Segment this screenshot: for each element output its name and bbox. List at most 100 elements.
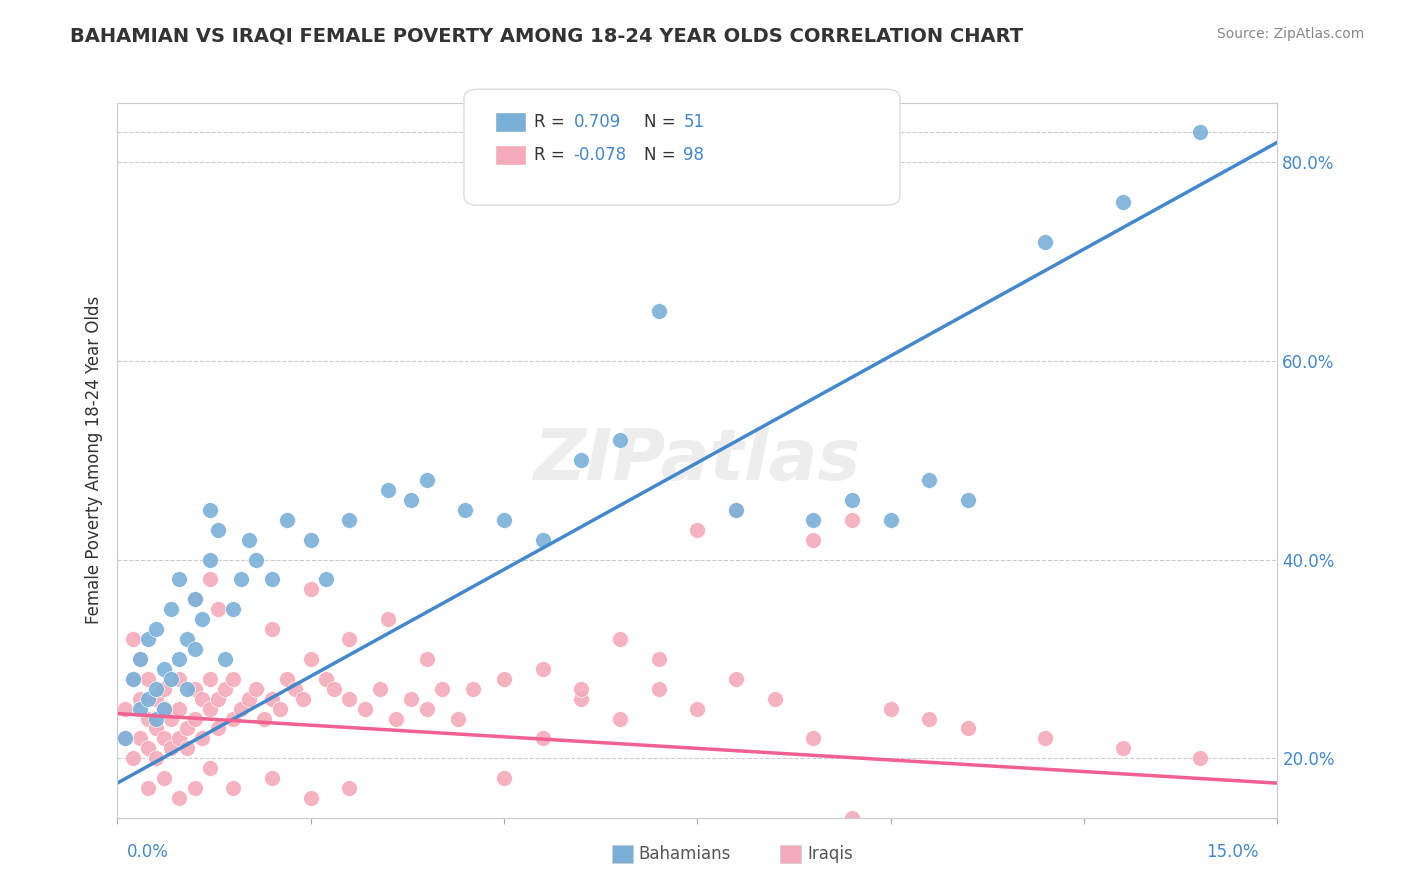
Point [879,701,901,715]
Point [152,662,174,676]
Point [1112,741,1135,756]
Point [191,612,214,626]
Point [136,781,159,796]
Point [167,652,190,666]
Point [222,672,245,686]
Text: ZIPatlas: ZIPatlas [534,425,860,495]
Point [198,672,221,686]
Point [253,712,276,726]
Point [121,751,143,765]
Text: R =: R = [534,113,571,131]
Point [176,632,198,646]
Point [492,771,515,785]
Point [879,513,901,527]
Point [136,741,159,756]
Point [1033,235,1056,249]
Point [207,523,229,537]
Point [198,552,221,566]
Point [337,691,360,706]
Point [245,681,267,696]
Point [114,701,136,715]
Point [136,672,159,686]
Point [222,602,245,616]
Y-axis label: Female Poverty Among 18-24 Year Olds: Female Poverty Among 18-24 Year Olds [86,296,103,624]
Point [245,552,267,566]
Point [609,712,631,726]
Text: R =: R = [534,146,571,164]
Point [260,691,283,706]
Point [647,681,669,696]
Point [322,681,344,696]
Point [276,513,298,527]
Point [724,672,747,686]
Point [238,691,260,706]
Point [1112,194,1135,209]
Point [446,712,468,726]
Point [377,612,399,626]
Point [299,533,322,547]
Point [1189,125,1212,139]
Point [291,691,314,706]
Point [461,681,484,696]
Point [724,503,747,517]
Point [160,712,183,726]
Point [222,712,245,726]
Point [647,652,669,666]
Point [198,761,221,775]
Text: N =: N = [644,113,681,131]
Point [136,712,159,726]
Point [152,771,174,785]
Point [145,691,167,706]
Point [609,632,631,646]
Point [531,731,554,746]
Point [299,652,322,666]
Point [260,573,283,587]
Point [284,681,307,696]
Point [121,672,143,686]
Point [176,741,198,756]
Point [686,523,709,537]
Point [724,503,747,517]
Point [763,691,786,706]
Text: 0.709: 0.709 [574,113,621,131]
Text: 0.0%: 0.0% [127,843,169,861]
Text: -0.078: -0.078 [574,146,627,164]
Point [183,642,205,657]
Point [145,712,167,726]
Point [299,791,322,805]
Point [121,632,143,646]
Point [114,731,136,746]
Point [399,691,422,706]
Point [841,493,863,508]
Point [207,602,229,616]
Point [276,672,298,686]
Point [129,652,152,666]
Point [415,701,437,715]
Point [841,811,863,825]
Point [1189,751,1212,765]
Point [160,602,183,616]
Point [841,513,863,527]
Text: BAHAMIAN VS IRAQI FEMALE POVERTY AMONG 18-24 YEAR OLDS CORRELATION CHART: BAHAMIAN VS IRAQI FEMALE POVERTY AMONG 1… [70,27,1024,45]
Point [129,691,152,706]
Point [207,691,229,706]
Text: 51: 51 [683,113,704,131]
Point [191,731,214,746]
Text: Iraqis: Iraqis [807,845,853,863]
Point [198,701,221,715]
Point [801,513,824,527]
Point [315,672,337,686]
Text: N =: N = [644,146,681,164]
Point [145,751,167,765]
Point [918,473,941,487]
Point [801,533,824,547]
Point [214,681,236,696]
Point [337,513,360,527]
Point [229,701,252,715]
Point [337,632,360,646]
Point [260,771,283,785]
Point [183,712,205,726]
Point [1033,731,1056,746]
Point [956,722,979,736]
Point [399,493,422,508]
